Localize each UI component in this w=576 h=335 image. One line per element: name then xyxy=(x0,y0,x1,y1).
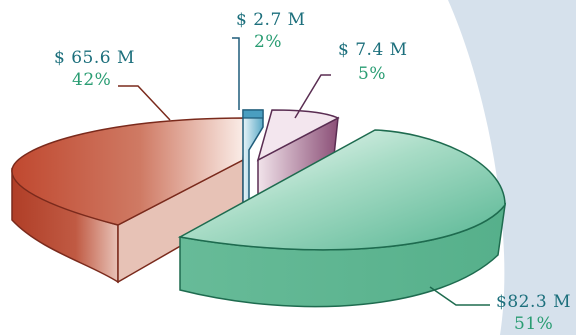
label-percent-purple: 5% xyxy=(358,64,386,84)
slice-blue-top xyxy=(242,109,264,119)
leader-line-purple xyxy=(294,74,331,119)
label-value-red: $ 65.6 M xyxy=(54,48,135,68)
label-value-green: $82.3 M xyxy=(496,292,571,312)
label-percent-green: 51% xyxy=(514,314,554,334)
pie-slice-green xyxy=(177,129,507,308)
leader-line-red xyxy=(118,85,171,121)
label-value-purple: $ 7.4 M xyxy=(338,40,408,60)
pie-slice-red xyxy=(11,117,246,284)
label-percent-red: 42% xyxy=(72,70,112,90)
background-panel xyxy=(448,0,576,335)
leader-line-blue xyxy=(232,37,240,110)
slice-purple-top xyxy=(256,109,340,162)
slice-green-top xyxy=(177,129,506,251)
label-value-blue: $ 2.7 M xyxy=(236,10,306,30)
slice-red-top xyxy=(11,117,246,226)
label-percent-blue: 2% xyxy=(254,32,282,52)
leader-line-green xyxy=(429,286,490,306)
